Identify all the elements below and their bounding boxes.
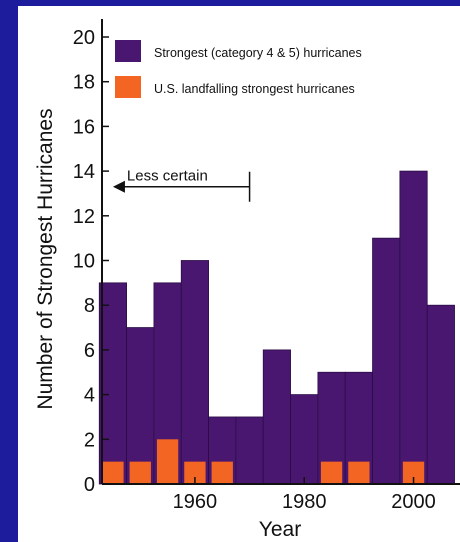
bar-strongest [235, 416, 264, 485]
bar-us-landfalling [348, 461, 370, 484]
y-axis-title: Number of Strongest Hurricanes [34, 108, 57, 409]
annotation-arrow-head [112, 180, 125, 193]
bar-strongest [399, 170, 428, 485]
bar-strongest [290, 394, 319, 485]
bar-us-landfalling [211, 461, 233, 484]
bar-strongest [98, 282, 127, 485]
bar-strongest [262, 349, 291, 485]
x-tick-label: 2000 [391, 491, 436, 513]
y-tick-label: 4 [84, 385, 95, 407]
legend-swatch-landfalling [115, 76, 141, 98]
y-tick-label: 20 [73, 27, 95, 49]
bar-strongest [126, 327, 155, 485]
annotation-less-certain: Less certain [112, 168, 251, 202]
bar-us-landfalling [129, 461, 151, 484]
y-tick-label: 0 [84, 474, 95, 496]
y-tick-label: 8 [84, 295, 95, 317]
y-tick-label: 12 [73, 206, 95, 228]
x-axis-title: Year [259, 518, 301, 541]
bar-us-landfalling [102, 461, 124, 484]
y-tick-label: 2 [84, 429, 95, 451]
y-tick-label: 18 [73, 72, 95, 94]
bar-us-landfalling [184, 461, 206, 484]
legend-label-landfalling: U.S. landfalling strongest hurricanes [154, 82, 355, 96]
bars-layer [98, 170, 455, 485]
y-tick-label: 6 [84, 340, 95, 362]
axes-layer: 0 2 4 6 8 10 12 14 16 18 20 1960 1980 2000 [73, 19, 460, 513]
chart-panel: 0 2 4 6 8 10 12 14 16 18 20 1960 1980 2000 Strongest … [18, 6, 460, 542]
x-tick-label: 1960 [173, 491, 218, 513]
y-tick-label: 10 [73, 251, 95, 273]
y-tick-label: 14 [73, 161, 95, 183]
bar-strongest [180, 260, 209, 485]
legend-label-strongest: Strongest (category 4 & 5) hurricanes [154, 46, 362, 60]
bar-us-landfalling [320, 461, 343, 484]
legend-swatch-strongest [115, 40, 141, 62]
y-tick-label: 16 [73, 116, 95, 138]
legend: Strongest (category 4 & 5) hurricanes U.… [115, 40, 362, 98]
hurricane-bar-chart: 0 2 4 6 8 10 12 14 16 18 20 1960 1980 2000 Strongest … [34, 19, 460, 541]
bar-us-landfalling [156, 439, 179, 484]
bar-strongest [426, 304, 455, 485]
bar-us-landfalling [402, 461, 425, 484]
bar-strongest [372, 237, 401, 485]
x-tick-label: 1980 [282, 491, 327, 513]
annotation-text: Less certain [127, 168, 208, 185]
